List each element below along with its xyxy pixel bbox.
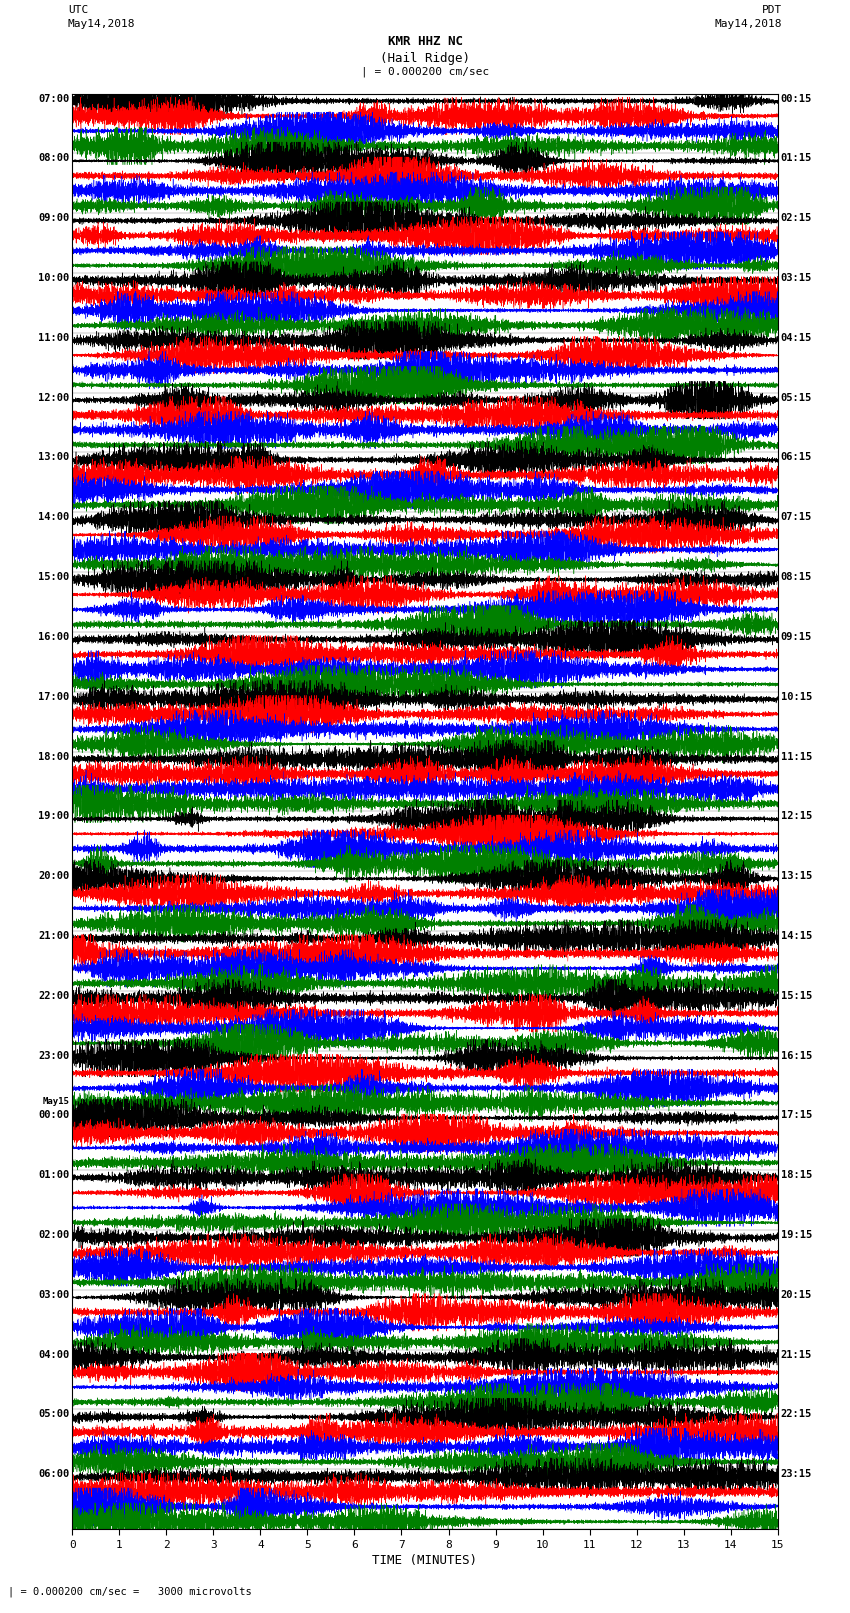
Text: 10:00: 10:00 [38,273,70,282]
Text: 15:15: 15:15 [780,990,812,1000]
Text: 17:00: 17:00 [38,692,70,702]
Text: May14,2018: May14,2018 [715,19,782,29]
Text: 20:00: 20:00 [38,871,70,881]
Text: 13:00: 13:00 [38,453,70,463]
Text: 20:15: 20:15 [780,1290,812,1300]
Text: 19:00: 19:00 [38,811,70,821]
Text: 14:15: 14:15 [780,931,812,940]
Text: UTC: UTC [68,5,88,15]
Text: 14:00: 14:00 [38,513,70,523]
Text: PDT: PDT [762,5,782,15]
Text: | = 0.000200 cm/sec =   3000 microvolts: | = 0.000200 cm/sec = 3000 microvolts [8,1586,252,1597]
Text: 07:00: 07:00 [38,94,70,103]
Text: 18:15: 18:15 [780,1171,812,1181]
Text: 11:00: 11:00 [38,332,70,344]
Text: 05:00: 05:00 [38,1410,70,1419]
Text: 12:15: 12:15 [780,811,812,821]
Text: 22:00: 22:00 [38,990,70,1000]
Text: 23:00: 23:00 [38,1050,70,1061]
Text: 07:15: 07:15 [780,513,812,523]
Text: | = 0.000200 cm/sec: | = 0.000200 cm/sec [361,66,489,77]
Text: 00:00: 00:00 [38,1110,70,1121]
Text: KMR HHZ NC: KMR HHZ NC [388,35,462,48]
Text: May15: May15 [42,1097,70,1107]
Text: 06:15: 06:15 [780,453,812,463]
Text: May14,2018: May14,2018 [68,19,135,29]
Text: 18:00: 18:00 [38,752,70,761]
Text: 22:15: 22:15 [780,1410,812,1419]
Text: (Hail Ridge): (Hail Ridge) [380,52,470,65]
Text: 16:15: 16:15 [780,1050,812,1061]
Text: 11:15: 11:15 [780,752,812,761]
Text: 08:00: 08:00 [38,153,70,163]
Text: 04:15: 04:15 [780,332,812,344]
Text: 09:15: 09:15 [780,632,812,642]
Text: 10:15: 10:15 [780,692,812,702]
Text: 06:00: 06:00 [38,1469,70,1479]
X-axis label: TIME (MINUTES): TIME (MINUTES) [372,1553,478,1566]
Text: 02:15: 02:15 [780,213,812,223]
Text: 03:15: 03:15 [780,273,812,282]
Text: 19:15: 19:15 [780,1231,812,1240]
Text: 05:15: 05:15 [780,392,812,403]
Text: 17:15: 17:15 [780,1110,812,1121]
Text: 02:00: 02:00 [38,1231,70,1240]
Text: 23:15: 23:15 [780,1469,812,1479]
Text: 04:00: 04:00 [38,1350,70,1360]
Text: 16:00: 16:00 [38,632,70,642]
Text: 12:00: 12:00 [38,392,70,403]
Text: 01:00: 01:00 [38,1171,70,1181]
Text: 01:15: 01:15 [780,153,812,163]
Text: 21:15: 21:15 [780,1350,812,1360]
Text: 09:00: 09:00 [38,213,70,223]
Text: 00:15: 00:15 [780,94,812,103]
Text: 21:00: 21:00 [38,931,70,940]
Text: 08:15: 08:15 [780,573,812,582]
Text: 13:15: 13:15 [780,871,812,881]
Text: 03:00: 03:00 [38,1290,70,1300]
Text: 15:00: 15:00 [38,573,70,582]
